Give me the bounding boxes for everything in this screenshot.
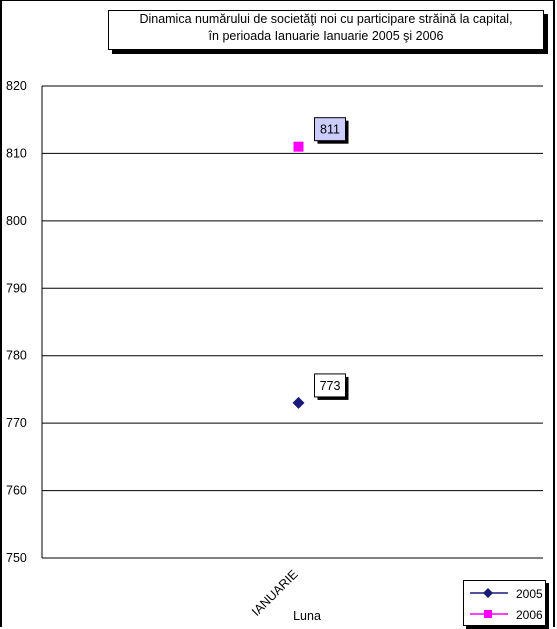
y-tick-label: 820 <box>6 79 27 93</box>
legend-marker-2005 <box>470 588 508 598</box>
y-tick-label: 780 <box>6 349 27 363</box>
chart-title: Dinamica numărului de societăţi noi cu p… <box>108 10 544 50</box>
data-point-2005 <box>292 396 305 409</box>
data-point-2006 <box>293 141 304 152</box>
legend-label: 2005 <box>516 587 543 601</box>
y-tick-label: 800 <box>6 214 27 228</box>
data-label-2005: 773 <box>320 379 341 393</box>
y-tick-label: 750 <box>6 551 27 565</box>
x-axis-label: Luna <box>293 609 321 623</box>
y-tick-label: 810 <box>6 146 27 160</box>
legend-marker-2006 <box>470 610 508 618</box>
chart-title-line-2: în perioada Ianuarie Ianuarie 2005 şi 20… <box>208 29 444 43</box>
y-tick-label: 790 <box>6 281 27 295</box>
data-label-box-2006 <box>314 117 346 142</box>
legend-label: 2006 <box>516 608 543 622</box>
y-tick-label: 760 <box>6 484 27 498</box>
legend: 2005 2006 <box>463 580 546 626</box>
data-label-box-2005 <box>314 373 346 398</box>
chart-title-line-1: Dinamica numărului de societăţi noi cu p… <box>139 12 513 26</box>
y-tick-label: 770 <box>6 416 27 430</box>
data-label-2006: 811 <box>320 123 340 137</box>
